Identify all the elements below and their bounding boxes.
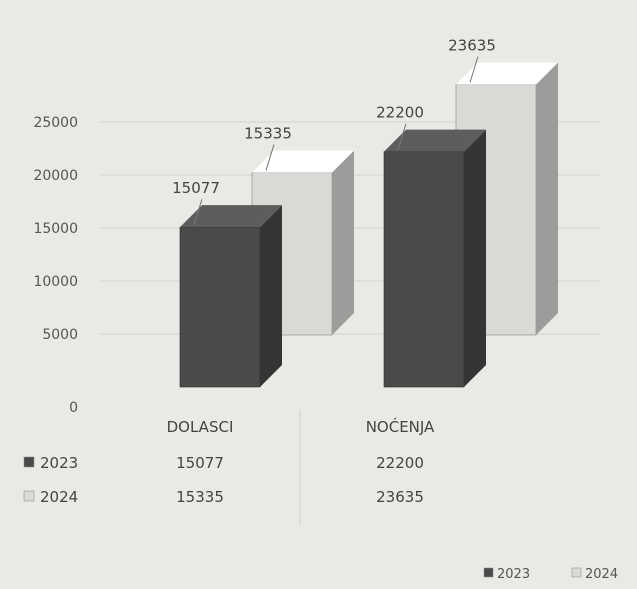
bar-front-face (179, 226, 261, 388)
table-cell: 15335 (176, 488, 224, 506)
legend: 2023 2024 (483, 567, 618, 582)
y-tick-label: 25000 (33, 115, 78, 131)
legend-swatch (571, 567, 582, 578)
bars (179, 62, 558, 388)
y-tick-label: 0 (69, 400, 78, 416)
data-label: 15335 (244, 124, 292, 142)
bar-side-face (464, 129, 486, 387)
bar-top-face (180, 205, 282, 228)
bar-2023-1 (383, 129, 486, 388)
data-label: 22200 (376, 104, 424, 122)
table-swatch (23, 456, 35, 468)
data-label: 15077 (172, 179, 220, 197)
legend-swatch (483, 567, 494, 578)
data-label-leader (193, 199, 203, 226)
y-tick-label: 10000 (33, 274, 78, 290)
data-table: DOLASCI NOĆENJA 2023 15077 22200 2024 15335 236… (23, 410, 435, 525)
y-tick-label: 15000 (33, 221, 78, 237)
table-row-label: 2024 (40, 488, 78, 506)
bar-side-face (260, 205, 282, 387)
bar-top-face (456, 62, 558, 85)
bar-side-face (536, 62, 558, 336)
data-label-leader (265, 144, 275, 171)
bar-front-face (383, 151, 465, 388)
y-tick-label: 5000 (42, 327, 78, 343)
data-label: 23635 (448, 36, 496, 54)
bar-side-face (332, 150, 354, 335)
y-axis: 0 5000 10000 15000 20000 25000 (33, 115, 78, 416)
bar-top-face (252, 150, 354, 173)
table-row-label: 2023 (40, 454, 78, 472)
data-label-leader (469, 56, 479, 83)
legend-label: 2023 (497, 567, 530, 582)
category-label: DOLASCI (167, 418, 234, 436)
data-labels: 15077 15335 22200 23635 (172, 36, 496, 226)
table-swatch (23, 490, 35, 502)
legend-label: 2024 (585, 567, 618, 582)
table-cell: 22200 (376, 454, 424, 472)
bar-2023-0 (179, 205, 282, 388)
table-cell: 23635 (376, 488, 424, 506)
data-label-leader (397, 123, 407, 150)
y-tick-label: 20000 (33, 168, 78, 184)
table-cell: 15077 (176, 454, 224, 472)
category-label: NOĆENJA (366, 417, 435, 436)
bar-top-face (384, 129, 486, 152)
